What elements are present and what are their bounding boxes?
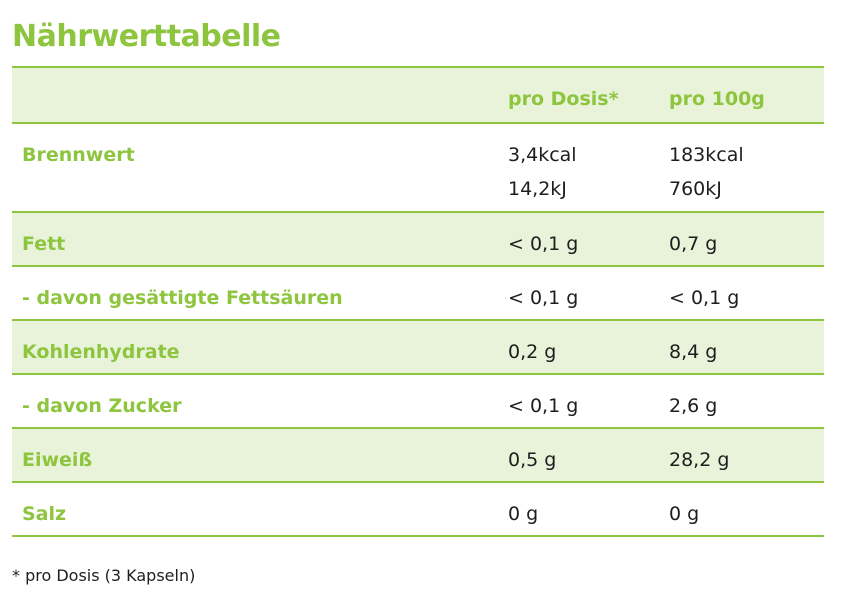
table-row-fett: Fett < 0,1 g 0,7 g — [12, 213, 824, 267]
table-row-salz: Salz 0 g 0 g — [12, 483, 824, 537]
table-row-zucker: - davon Zucker < 0,1 g 2,6 g — [12, 375, 824, 429]
value-per-dose: < 0,1 g — [508, 233, 579, 255]
value-per-100g: 0 g — [669, 503, 700, 525]
table-row-eiweiss: Eiweiß 0,5 g 28,2 g — [12, 429, 824, 483]
row-label: Kohlenhydrate — [22, 341, 180, 363]
footnote: * pro Dosis (3 Kapseln) — [12, 566, 196, 585]
table-row-kohlenhydrate: Kohlenhydrate 0,2 g 8,4 g — [12, 321, 824, 375]
value-per-dose: < 0,1 g — [508, 395, 579, 417]
row-label: - davon Zucker — [22, 395, 182, 417]
nutrition-table: pro Dosis* pro 100g Brennwert 3,4kcal 14… — [12, 66, 824, 537]
row-label: Brennwert — [22, 144, 135, 166]
value-per-dose-kcal: 3,4kcal — [508, 144, 577, 166]
row-label: Fett — [22, 233, 66, 255]
page-title: Nährwerttabelle — [12, 19, 281, 54]
value-per-100g: < 0,1 g — [669, 287, 740, 309]
value-per-dose-kj: 14,2kJ — [508, 178, 567, 200]
value-per-100g: 28,2 g — [669, 449, 730, 471]
column-header-per-dose: pro Dosis* — [508, 88, 619, 110]
value-per-100g-kj: 760kJ — [669, 178, 722, 200]
value-per-100g: 8,4 g — [669, 341, 718, 363]
table-header-row: pro Dosis* pro 100g — [12, 68, 824, 124]
column-header-per-100g: pro 100g — [669, 88, 765, 110]
table-row-gesaettigte-fettsaeuren: - davon gesättigte Fettsäuren < 0,1 g < … — [12, 267, 824, 321]
value-per-dose: 0,5 g — [508, 449, 557, 471]
value-per-dose: 0,2 g — [508, 341, 557, 363]
row-label: Salz — [22, 503, 67, 525]
row-label: - davon gesättigte Fettsäuren — [22, 287, 343, 309]
value-per-dose: < 0,1 g — [508, 287, 579, 309]
table-row-brennwert: Brennwert 3,4kcal 14,2kJ 183kcal 760kJ — [12, 124, 824, 213]
value-per-100g: 0,7 g — [669, 233, 718, 255]
row-label: Eiweiß — [22, 449, 93, 471]
value-per-100g-kcal: 183kcal — [669, 144, 744, 166]
value-per-dose: 0 g — [508, 503, 539, 525]
value-per-100g: 2,6 g — [669, 395, 718, 417]
